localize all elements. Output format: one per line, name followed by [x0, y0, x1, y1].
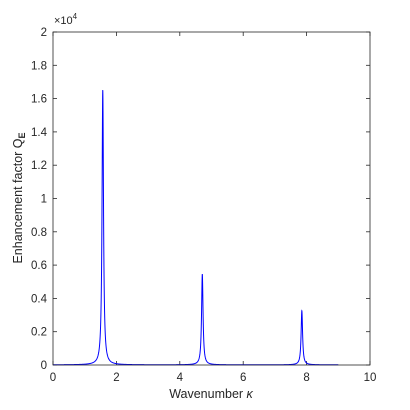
- plot-frame: [52, 31, 371, 366]
- x-tick-label: 8: [303, 372, 309, 384]
- y-tick-label: 1: [41, 194, 47, 206]
- y-tick-label: 1.2: [31, 160, 47, 172]
- y-tick-label: 0: [41, 360, 47, 372]
- y-multiplier: ×104: [54, 12, 78, 27]
- series-line: [53, 90, 339, 366]
- x-tick-label: 10: [364, 372, 377, 384]
- y-tick-label: 0.4: [31, 293, 48, 305]
- y-tick-label: 0.2: [31, 327, 47, 339]
- y-tick-label: 1.6: [31, 94, 47, 106]
- plot-area: [53, 32, 370, 365]
- y-axis-label: Enhancement factor QE: [11, 132, 27, 263]
- y-tick-label: 1.8: [31, 60, 47, 72]
- x-axis-label: Wavenumber κ: [169, 387, 253, 401]
- x-tick-label: 6: [240, 372, 246, 384]
- y-tick-label: 0.6: [31, 260, 47, 272]
- x-tick-label: 4: [177, 372, 184, 384]
- y-tick-label: 2: [41, 27, 47, 39]
- x-tick-label: 0: [50, 372, 56, 384]
- y-tick-label: 1.4: [31, 127, 48, 139]
- x-tick-label: 2: [113, 372, 119, 384]
- y-tick-label: 0.8: [31, 227, 47, 239]
